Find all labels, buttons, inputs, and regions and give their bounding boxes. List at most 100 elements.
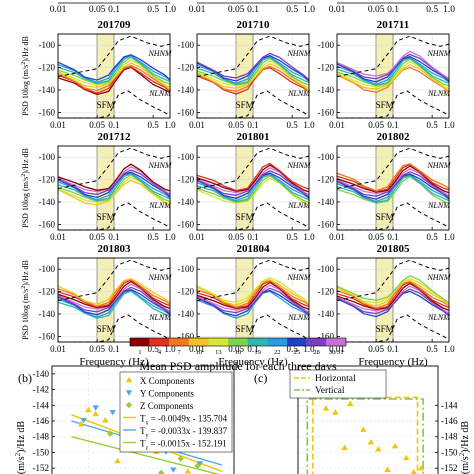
psd-series-line bbox=[336, 171, 450, 199]
trend-line bbox=[71, 436, 220, 474]
sfm-label: SFM bbox=[376, 212, 394, 222]
psd-series-line bbox=[336, 175, 450, 204]
ytick-label: -120 bbox=[39, 63, 56, 73]
panel-title: 201801 bbox=[237, 131, 270, 143]
nlnm-label: NLNM bbox=[148, 89, 172, 98]
ytick-label: -140 bbox=[33, 369, 50, 379]
psd-series-line bbox=[336, 58, 450, 87]
psd-series-line bbox=[196, 287, 310, 315]
ytick-label: -160 bbox=[39, 331, 56, 341]
psd-series-line bbox=[336, 165, 450, 194]
vertical-line bbox=[306, 398, 424, 474]
sfm-label: SFM bbox=[236, 100, 254, 110]
xtick-label: 1.0 bbox=[164, 344, 176, 354]
xtick-label: 0.05 bbox=[228, 344, 244, 354]
x-component-point bbox=[77, 420, 85, 427]
colorbar-segment bbox=[169, 338, 189, 346]
x-axis-label: Frequency (Hz) bbox=[218, 356, 288, 368]
nlnm-line bbox=[337, 90, 450, 119]
x-component-point bbox=[332, 409, 339, 415]
xtick-label: 0.01 bbox=[329, 344, 345, 354]
psd-series-line bbox=[196, 60, 310, 89]
ytick-label: -160 bbox=[318, 107, 335, 117]
psd-panel: 201710 NHNM NLNM SFM 0.01 0.05 0.1 0.5 1.0 -100 -1… bbox=[178, 19, 316, 130]
ytick-label: -152 bbox=[33, 463, 50, 473]
xtick-label: 0.01 bbox=[50, 120, 66, 130]
y-component-point bbox=[196, 461, 204, 467]
nlnm-line bbox=[197, 90, 310, 119]
nlnm-label: NLNM bbox=[148, 201, 172, 210]
psd-series-line bbox=[336, 57, 450, 86]
xtick-label: 0.01 bbox=[329, 120, 345, 130]
panel-title: 201804 bbox=[237, 243, 271, 255]
y-axis-label: PSD 10log (m/s2)/Hz dB bbox=[21, 36, 30, 116]
colorbar-tick-label: 22 bbox=[274, 349, 281, 356]
ytick-label: -140 bbox=[318, 309, 335, 319]
ytick-label: -140 bbox=[39, 197, 56, 207]
xtick-label: 1.0 bbox=[303, 232, 315, 242]
psd-series-line bbox=[196, 280, 310, 309]
legend-label: Horizontal bbox=[315, 374, 356, 384]
nlnm-line bbox=[337, 202, 450, 231]
nhnm-label: NHNM bbox=[286, 273, 311, 282]
xtick-label: 0.1 bbox=[247, 120, 258, 130]
ytick-label: -120 bbox=[178, 287, 195, 297]
panel-label: (c) bbox=[254, 371, 267, 385]
y-axis-label: og10(m/s2)/Hz dB bbox=[14, 421, 30, 474]
top-strip-xtick-label: 0.01 bbox=[329, 5, 346, 15]
xtick-label: 0.05 bbox=[368, 232, 384, 242]
panel-title: 201802 bbox=[377, 131, 411, 143]
top-strip-xtick-label: 0.5 bbox=[426, 5, 438, 15]
xtick-label: 0.1 bbox=[387, 344, 398, 354]
xtick-label: 0.01 bbox=[50, 232, 66, 242]
nlnm-label: NLNM bbox=[427, 89, 451, 98]
ytick-label: -140 bbox=[178, 197, 195, 207]
x-component-point bbox=[92, 410, 99, 417]
nlnm-line bbox=[197, 202, 310, 231]
top-strip-xtick-label: 0.05 bbox=[89, 5, 106, 15]
colorbar-segment bbox=[188, 338, 209, 346]
ytick-label: -100 bbox=[178, 40, 195, 50]
nlnm-label: NLNM bbox=[427, 201, 451, 210]
z-component-point bbox=[107, 430, 114, 437]
psd-series-line bbox=[336, 163, 450, 193]
legend-label: Vertical bbox=[315, 386, 345, 396]
psd-series-line bbox=[196, 56, 310, 85]
ytick-label: -148 bbox=[33, 432, 50, 442]
nhnm-line bbox=[196, 259, 310, 302]
sfm-label: SFM bbox=[97, 324, 115, 334]
ytick-label: -146 bbox=[33, 416, 50, 426]
legend-label: Tx = -0.0049x - 135.704 bbox=[140, 414, 228, 427]
psd-series-line bbox=[196, 164, 310, 193]
ytick-label: -148 bbox=[441, 432, 458, 442]
xtick-label: 0.1 bbox=[387, 232, 398, 242]
panel-frame bbox=[51, 365, 235, 474]
y-component-point bbox=[125, 390, 133, 396]
x-component-point bbox=[184, 468, 192, 474]
ytick-label: -100 bbox=[178, 264, 195, 274]
x-component-point bbox=[418, 464, 425, 471]
nlnm-line bbox=[58, 314, 171, 343]
psd-series-line bbox=[196, 67, 310, 95]
xtick-label: 0.1 bbox=[247, 232, 258, 242]
nhnm-line bbox=[57, 35, 171, 78]
top-strip-xtick-label: 1.0 bbox=[164, 5, 176, 15]
xtick-label: 0.01 bbox=[329, 232, 345, 242]
legend-label: Tz = -0.0015x - 152.191 bbox=[140, 439, 227, 452]
xtick-label: 1.0 bbox=[443, 344, 455, 354]
top-strip-xtick-label: 0.05 bbox=[228, 5, 245, 15]
nlnm-line bbox=[58, 202, 171, 231]
psd-series-line bbox=[57, 163, 171, 192]
xtick-label: 0.5 bbox=[287, 232, 299, 242]
ytick-label: -142 bbox=[33, 385, 50, 395]
ytick-label: -140 bbox=[178, 85, 195, 95]
ytick-label: -100 bbox=[318, 40, 335, 50]
ytick-label: -160 bbox=[318, 219, 335, 229]
sfm-label: SFM bbox=[236, 324, 254, 334]
x-component-point bbox=[410, 468, 417, 474]
z-component-point bbox=[177, 455, 184, 462]
panel-title: 201710 bbox=[237, 19, 271, 31]
x-component-point bbox=[347, 400, 354, 406]
y-axis-label: og10(m/s2)/Hz dB bbox=[458, 421, 474, 474]
sfm-label: SFM bbox=[97, 100, 115, 110]
